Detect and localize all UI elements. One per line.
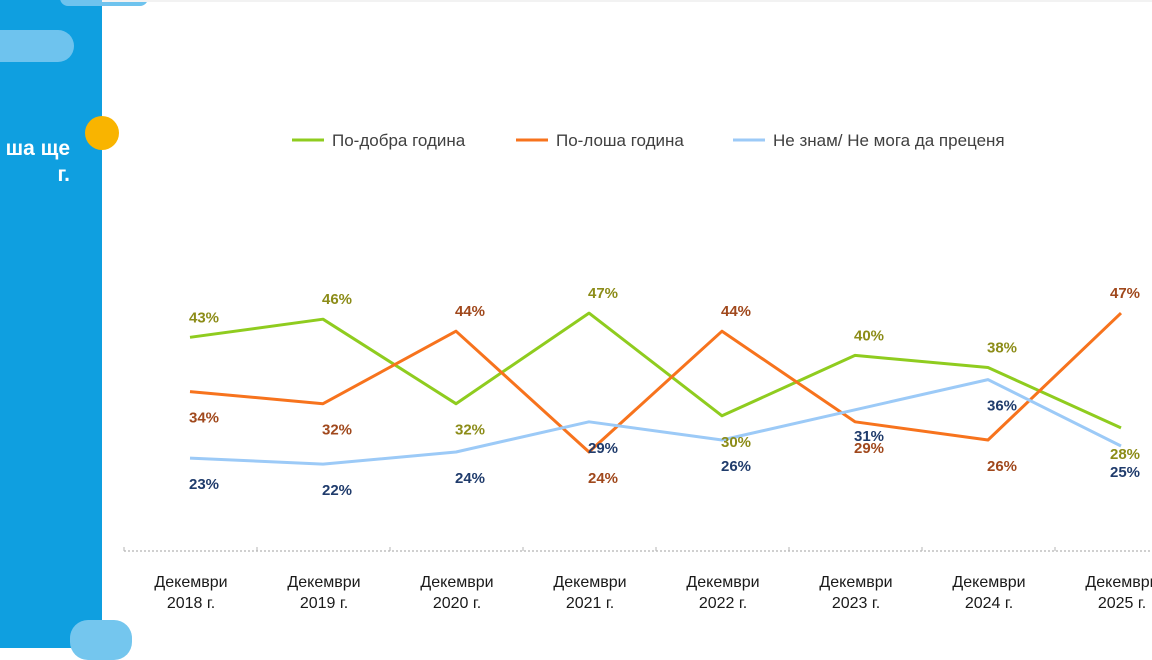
x-tick-label: Декември	[553, 574, 626, 591]
x-tick-label: Декември	[686, 574, 759, 591]
x-tick-label: 2025 г.	[1098, 595, 1146, 612]
data-label: 29%	[588, 440, 618, 457]
x-tick-label: 2021 г.	[566, 595, 614, 612]
chart-legend: По-добра година По-лоша година Не знам/ Не…	[292, 131, 1005, 150]
data-label: 32%	[322, 422, 352, 439]
data-label: 26%	[721, 458, 751, 475]
legend-entry: По-лоша година	[556, 131, 684, 150]
data-label: 32%	[455, 422, 485, 439]
x-tick-label: Декември	[420, 574, 493, 591]
series-lines	[189, 311, 1123, 466]
data-label: 38%	[987, 340, 1017, 357]
x-tick-label: Декември	[952, 574, 1025, 591]
data-label: 24%	[588, 470, 618, 487]
sidebar-text-line-1: ша ще	[5, 137, 70, 160]
x-axis: Декември 2018 г. Декември 2019 г. Декември 20…	[123, 547, 1152, 612]
x-tick-label: 2022 г.	[699, 595, 747, 612]
x-tick-label: Декември	[154, 574, 227, 591]
series-line	[189, 378, 1122, 466]
x-tick-label: 2024 г.	[965, 595, 1013, 612]
data-label: 43%	[189, 309, 219, 326]
data-label: 31%	[854, 428, 884, 445]
series-line	[189, 311, 1122, 430]
data-label: 23%	[189, 476, 219, 493]
data-label: 22%	[322, 482, 352, 499]
data-label: 29%	[854, 440, 884, 457]
decor-pill-top	[60, 0, 148, 6]
data-label: 47%	[1110, 285, 1140, 302]
x-tick-label: Декември	[287, 574, 360, 591]
data-label: 44%	[455, 303, 485, 320]
x-tick-label: 2020 г.	[433, 595, 481, 612]
data-label: 24%	[455, 470, 485, 487]
x-tick-label: Декември	[1085, 574, 1152, 591]
decor-yellow-dot	[85, 116, 119, 150]
sidebar-text-line-2: г.	[57, 163, 70, 186]
data-label: 40%	[854, 327, 884, 344]
data-label: 46%	[322, 291, 352, 308]
decor-pill-upper	[0, 30, 74, 62]
legend-entry: Не знам/ Не мога да преценя	[773, 131, 1005, 150]
data-label: 30%	[721, 434, 751, 451]
series-line	[189, 312, 1123, 454]
data-label: 28%	[1110, 446, 1140, 463]
data-label: 47%	[588, 285, 618, 302]
x-tick-label: Декември	[819, 574, 892, 591]
x-tick-label: 2023 г.	[832, 595, 880, 612]
legend-entry: По-добра година	[332, 131, 466, 150]
x-tick-label: 2019 г.	[300, 595, 348, 612]
x-tick-label: 2018 г.	[167, 595, 215, 612]
data-label: 44%	[721, 303, 751, 320]
sidebar-question-text: ша ще г.	[0, 136, 70, 188]
data-label: 26%	[987, 458, 1017, 475]
data-labels: 43% 34% 23% 46% 32% 22% 44% 32% 24% 47% 29% 24% 44% 3…	[189, 285, 1140, 499]
top-divider	[102, 0, 1152, 2]
data-label: 25%	[1110, 464, 1140, 481]
data-label: 36%	[987, 398, 1017, 415]
data-label: 34%	[189, 410, 219, 427]
